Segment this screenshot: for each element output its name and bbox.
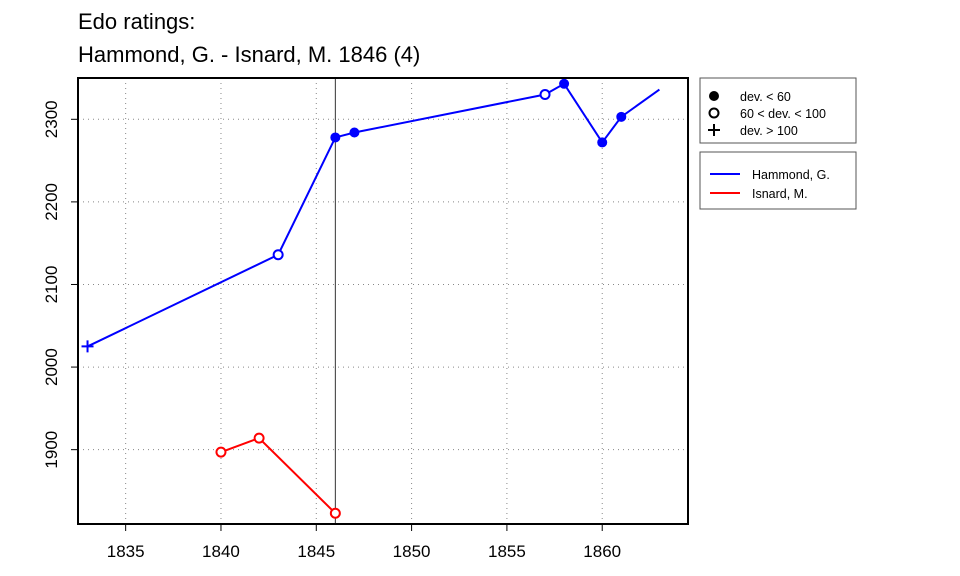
data-point-open	[539, 89, 551, 101]
data-point-plus	[81, 340, 94, 353]
series-legend-box	[699, 151, 857, 210]
data-point-open	[272, 249, 284, 261]
x-tick-label: 1845	[297, 542, 335, 561]
data-point-filled	[559, 78, 570, 89]
plot-frame	[77, 77, 689, 525]
legend-series-label-isnard: Isnard, M.	[752, 187, 808, 201]
y-tick-label: 1900	[42, 431, 61, 469]
y-tick-label: 2200	[42, 183, 61, 221]
data-point-open	[253, 432, 265, 444]
legend-marker-label-plus: dev. > 100	[740, 124, 798, 138]
data-point-filled	[330, 132, 341, 143]
series-line-hammond-g	[87, 82, 660, 348]
x-tick-label: 1835	[107, 542, 145, 561]
data-point-filled	[616, 111, 627, 122]
legend-series-label-hammond: Hammond, G.	[752, 168, 830, 182]
marker-legend: dev. < 60 60 < dev. < 100 dev. > 100	[699, 77, 857, 144]
x-tick-label: 1840	[202, 542, 240, 561]
y-tick-label: 2100	[42, 266, 61, 304]
legend-marker-label-open: 60 < dev. < 100	[740, 107, 826, 121]
x-tick-label: 1850	[393, 542, 431, 561]
data-point-open	[329, 507, 341, 519]
series-layer	[81, 78, 660, 519]
legend-filled-marker	[709, 91, 719, 101]
data-point-open	[215, 446, 227, 458]
axes: 1835 1840 1845 1850 1855 1860 1900 2000 2100 2200…	[42, 100, 621, 561]
data-point-filled	[597, 137, 608, 148]
marker-legend-box	[699, 77, 857, 144]
legend-marker-label-filled: dev. < 60	[740, 90, 791, 104]
x-tick-label: 1860	[583, 542, 621, 561]
y-tick-label: 2000	[42, 348, 61, 386]
grid	[78, 78, 688, 524]
chart-title: Edo ratings:	[78, 9, 195, 34]
series-legend: Hammond, G. Isnard, M.	[699, 151, 857, 210]
legend-plus-marker	[708, 124, 720, 136]
chart-subtitle: Hammond, G. - Isnard, M. 1846 (4)	[78, 42, 420, 67]
data-point-filled	[349, 127, 360, 138]
y-tick-label: 2300	[42, 100, 61, 138]
legend-open-marker	[708, 107, 720, 119]
x-tick-label: 1855	[488, 542, 526, 561]
